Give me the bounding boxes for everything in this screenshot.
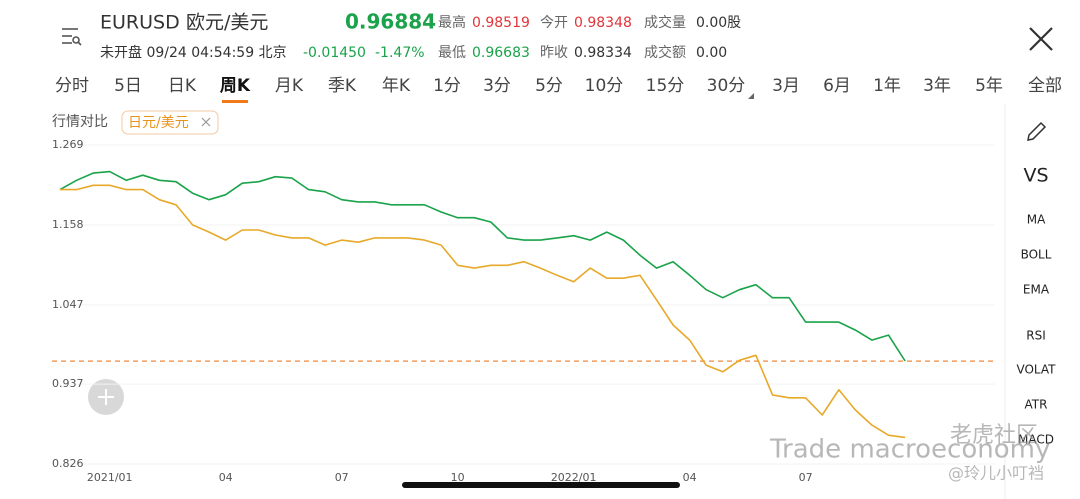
menu-icon[interactable] [62, 28, 82, 46]
side-item[interactable]: VS [1023, 165, 1048, 187]
tab[interactable]: 季K [328, 76, 357, 96]
tab[interactable]: 3分 [483, 76, 511, 96]
x-tick-label: 2021/01 [87, 471, 133, 484]
side-item[interactable]: MA [1027, 213, 1046, 227]
status: 未开盘 09/24 04:54:59 北京 [100, 44, 287, 61]
tab[interactable]: 日K [168, 76, 197, 96]
side-item[interactable]: BOLL [1021, 248, 1052, 262]
tab[interactable]: 1年 [873, 76, 901, 96]
tab[interactable]: 1分 [433, 76, 461, 96]
tab[interactable]: 15分 [646, 76, 685, 96]
label: 昨收 [540, 45, 568, 61]
price: 0.96884 [345, 10, 436, 34]
symbol-name: 欧元/美元 [186, 12, 268, 34]
plot: 0.826 0.937 1.047 1.158 1.269 2021/01 04 07 10 20… [52, 138, 995, 484]
tag-close[interactable] [201, 117, 211, 127]
tab[interactable]: 全部 [1028, 76, 1062, 96]
close-button[interactable] [1029, 27, 1053, 51]
change-pct: -1.47% [375, 45, 425, 61]
compare-label: 行情对比 [52, 114, 108, 130]
side-item[interactable]: MACD [1018, 433, 1054, 447]
value: 0.98334 [574, 45, 632, 61]
draw-tool[interactable] [1027, 121, 1047, 141]
tab[interactable]: 3年 [923, 76, 951, 96]
side-item[interactable]: VOLAT [1016, 363, 1056, 377]
tab[interactable]: 5分 [535, 76, 563, 96]
watermark: @玲儿小叮裆 [948, 464, 1044, 483]
tab[interactable]: 周K [220, 76, 251, 96]
dropdown-mark [748, 93, 754, 99]
symbol: EURUSD [100, 12, 180, 34]
compare-tag[interactable] [121, 110, 219, 135]
value: 0.00股 [696, 15, 741, 31]
tab-underline [222, 100, 248, 103]
watermark: 老虎社区 [950, 423, 1038, 448]
label: 最高 [438, 14, 466, 31]
side-menu: VS MA BOLL EMA RSI VOLAT ATR MACD [1016, 165, 1056, 447]
x-tick-label: 10 [451, 471, 465, 484]
value: 0.98519 [472, 15, 530, 31]
tab[interactable]: 分时 [55, 76, 89, 96]
label: 成交量 [644, 14, 686, 31]
y-tick-label: 0.937 [52, 377, 84, 390]
tab[interactable]: 5日 [114, 76, 142, 96]
value: 0.00 [696, 45, 727, 61]
tab[interactable]: 月K [275, 76, 304, 96]
y-tick-label: 1.269 [52, 138, 84, 151]
add-icon [98, 389, 114, 405]
watermark: Trade macroeconomy [769, 435, 1050, 465]
value: 0.98348 [574, 15, 632, 31]
compare-tag-text: 日元/美元 [128, 115, 189, 131]
tab[interactable]: 6月 [823, 76, 851, 96]
y-tick-label: 1.158 [52, 218, 84, 231]
label: 成交额 [644, 44, 686, 61]
change: -0.01450 [303, 45, 366, 61]
tab[interactable]: 30分 [707, 76, 746, 96]
label: 最低 [438, 45, 466, 61]
tab[interactable]: 年K [382, 76, 411, 96]
series-line [59, 170, 906, 362]
tab[interactable]: 5年 [975, 76, 1003, 96]
value: 0.96683 [472, 45, 530, 61]
y-tick-label: 1.047 [52, 298, 84, 311]
home-indicator [402, 482, 680, 488]
series-line [60, 184, 906, 439]
x-tick-label: 07 [799, 471, 813, 484]
side-item[interactable]: RSI [1026, 329, 1046, 343]
tab[interactable]: 10分 [585, 76, 624, 96]
x-tick-label: 2022/01 [551, 471, 597, 484]
x-tick-label: 04 [219, 471, 233, 484]
label: 今开 [540, 15, 568, 31]
y-tick-label: 0.826 [52, 457, 84, 470]
x-tick-label: 04 [683, 471, 697, 484]
side-item[interactable]: EMA [1023, 283, 1050, 297]
x-tick-label: 07 [335, 471, 349, 484]
tab[interactable]: 3月 [772, 76, 800, 96]
side-item[interactable]: ATR [1025, 398, 1048, 412]
